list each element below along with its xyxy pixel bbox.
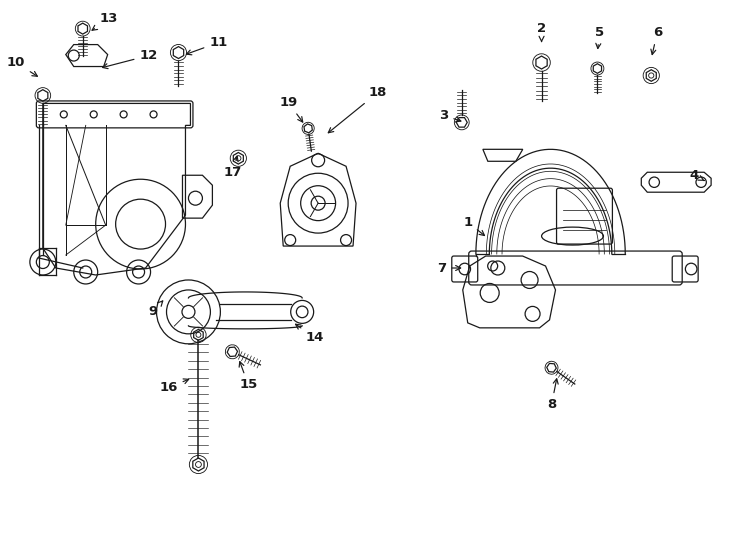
Text: 18: 18 bbox=[328, 86, 387, 133]
Text: 11: 11 bbox=[186, 36, 228, 55]
Text: 2: 2 bbox=[537, 22, 546, 42]
Text: 3: 3 bbox=[439, 109, 461, 122]
Text: 9: 9 bbox=[148, 301, 163, 319]
Text: 5: 5 bbox=[595, 26, 604, 49]
Text: 10: 10 bbox=[7, 56, 37, 76]
Text: 16: 16 bbox=[159, 379, 189, 394]
Text: 19: 19 bbox=[279, 96, 302, 122]
Text: 6: 6 bbox=[651, 26, 662, 55]
Text: 12: 12 bbox=[103, 49, 158, 69]
Text: 15: 15 bbox=[239, 362, 258, 391]
Text: 14: 14 bbox=[296, 324, 324, 345]
Text: 13: 13 bbox=[92, 12, 118, 30]
Text: 8: 8 bbox=[547, 379, 558, 411]
Text: 17: 17 bbox=[223, 156, 241, 179]
Text: 1: 1 bbox=[463, 215, 484, 235]
Text: 4: 4 bbox=[689, 168, 704, 182]
Text: 7: 7 bbox=[437, 261, 461, 274]
